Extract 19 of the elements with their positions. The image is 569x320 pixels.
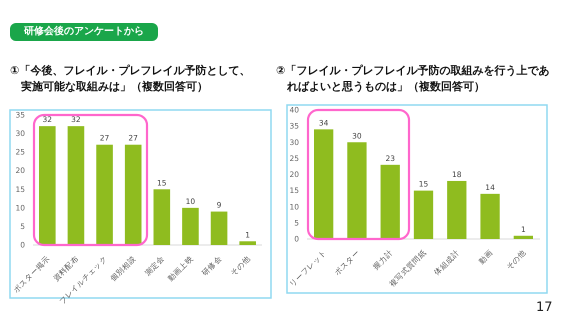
bar [480,194,500,239]
bar [124,144,142,245]
bar [447,180,466,239]
bar [68,126,84,245]
bar [380,164,400,239]
text: 17 [536,300,553,315]
chart-title: ②「フレイル・プレフレイル予防の取組みを行う上であればよいと思うものは」（複数回答可） [276,63,550,95]
bar [239,241,256,245]
bar [210,212,228,245]
bar [314,129,334,239]
bar [414,190,434,239]
bar [182,208,199,245]
bar [96,144,113,245]
bar [154,189,170,245]
bar [39,126,56,245]
chart-title: ①「今後、フレイル・プレフレイル予防として、実施可能な取組みは」（複数回答可） [10,63,252,95]
bar [514,236,534,239]
bar [347,142,367,239]
text: 研修会後のアンケートから [10,23,158,41]
